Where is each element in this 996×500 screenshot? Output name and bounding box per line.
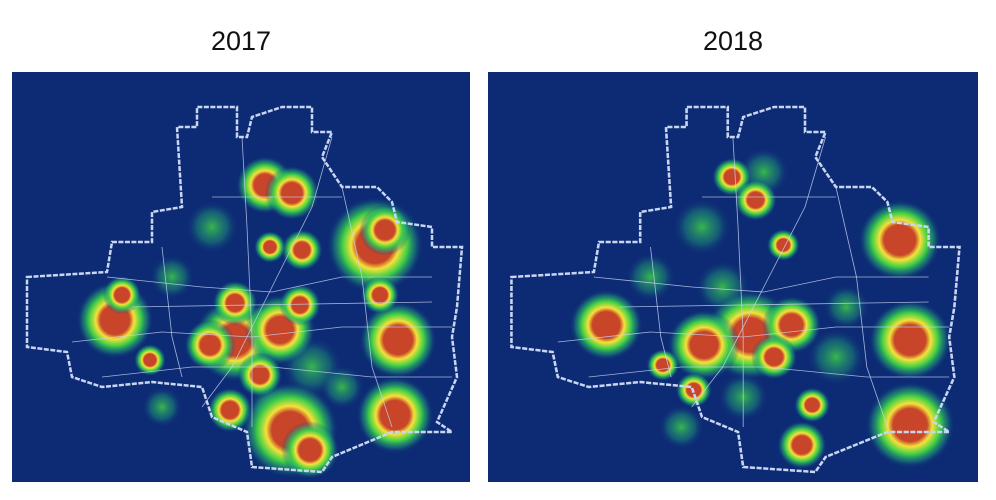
heat-spot [237,352,283,398]
heat-spot [646,349,680,381]
heat-spot [281,229,323,271]
heat-spot [281,421,339,479]
heat-spot [212,280,258,326]
heat-glow [823,285,869,329]
city-boundary [25,105,464,474]
street [201,136,333,408]
heat-glow [186,201,238,253]
map-panel [12,72,470,482]
street [619,301,929,308]
heat-glow [142,387,182,427]
heat-spot [858,200,941,280]
map-panel [488,72,978,482]
heat-spot [734,179,777,221]
heat-glow [625,253,676,301]
city-boundary [510,105,961,474]
heat-spot [766,229,800,261]
heat-spot [777,421,827,469]
heat-spot [102,275,142,315]
heat-spot [868,300,952,380]
street [588,366,950,378]
heat-spot [865,381,955,469]
heat-spot [359,204,411,256]
city-layer [25,105,464,479]
heat-glow [658,405,705,449]
heat-spot [184,319,236,371]
street [650,246,672,378]
heat-glow [320,365,364,409]
heat-spot [254,231,286,263]
street [691,136,826,408]
street [161,246,183,378]
street [593,276,929,293]
heat-glow [150,255,194,299]
street [341,186,393,428]
street [101,366,452,378]
heat-spot [569,289,643,361]
street [106,276,432,293]
heat-spot [134,344,166,376]
heat-glow [807,329,865,385]
heat-spot [207,387,253,433]
heat-spot [279,284,321,326]
street [835,186,888,428]
heat-spot [667,309,741,381]
street [732,136,744,427]
street [131,301,433,308]
heat-spot [356,376,434,454]
heat-spot [264,165,320,221]
heat-glow [673,199,731,255]
panel-title: 2018 [703,26,763,56]
street [241,136,253,427]
heat-spot [360,275,400,315]
heat-spot [794,387,831,423]
heat-spot [751,334,798,380]
heat-spot [359,301,437,379]
panel-title: 2017 [211,26,271,56]
city-layer [510,105,961,474]
